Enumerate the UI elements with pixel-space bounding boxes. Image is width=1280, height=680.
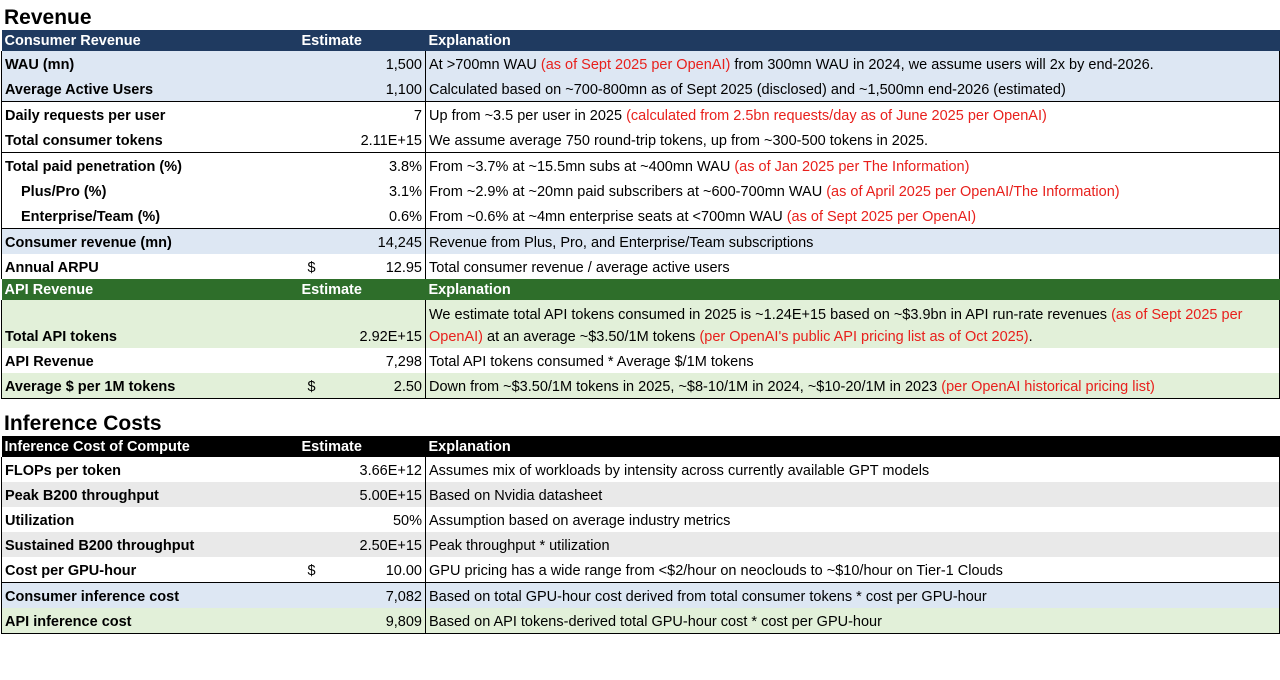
table-row: Total paid penetration (%) 3.8% From ~3.… (1, 152, 1280, 178)
row-value: $2.50 (298, 373, 426, 399)
table-row: Consumer inference cost 7,082 Based on t… (1, 582, 1280, 608)
table-row: Average Active Users 1,100 Calculated ba… (1, 76, 1280, 102)
row-explanation: Based on Nvidia datasheet (425, 482, 1280, 507)
row-explanation: Assumes mix of workloads by intensity ac… (425, 457, 1280, 482)
row-label: WAU (mn) (1, 51, 299, 76)
row-value: 7 (298, 101, 426, 127)
revenue-table: Consumer Revenue Estimate Explanation WA… (1, 30, 1280, 399)
revenue-section-title: Revenue (4, 6, 92, 29)
row-explanation: Total consumer revenue / average active … (425, 254, 1280, 279)
row-label: Enterprise/Team (%) (1, 203, 299, 229)
table-row: Cost per GPU-hour $10.00 GPU pricing has… (1, 557, 1280, 583)
row-value: 3.8% (298, 152, 426, 178)
row-value: 2.50E+15 (298, 532, 426, 557)
table-row: Sustained B200 throughput 2.50E+15 Peak … (1, 532, 1280, 557)
table-row: Total consumer tokens 2.11E+15 We assume… (1, 127, 1280, 153)
header-label: Inference Cost of Compute (1, 436, 299, 457)
row-explanation: Based on API tokens-derived total GPU-ho… (425, 608, 1280, 634)
row-value: 0.6% (388, 209, 422, 225)
api-revenue-header-row: API Revenue Estimate Explanation (1, 279, 1280, 300)
row-explanation: Up from ~3.5 per user in 2025 (calculate… (425, 101, 1280, 127)
table-row: Total API tokens 2.92E+15 We estimate to… (1, 300, 1280, 348)
table-row: Annual ARPU $12.95 Total consumer revenu… (1, 254, 1280, 279)
header-label: Consumer Revenue (1, 30, 299, 51)
row-explanation: Peak throughput * utilization (425, 532, 1280, 557)
table-row: Average $ per 1M tokens $2.50 Down from … (1, 373, 1280, 399)
table-row: FLOPs per token 3.66E+12 Assumes mix of … (1, 457, 1280, 482)
row-explanation: Assumption based on average industry met… (425, 507, 1280, 532)
row-value: 3.1% (388, 184, 422, 200)
header-label: API Revenue (1, 279, 299, 300)
row-explanation: From ~3.7% at ~15.5mn subs at ~400mn WAU… (425, 152, 1280, 178)
row-value: 7,298 (385, 354, 422, 370)
header-explanation: Explanation (425, 436, 1280, 457)
header-explanation: Explanation (425, 30, 1280, 51)
row-explanation: Down from ~$3.50/1M tokens in 2025, ~$8-… (425, 373, 1280, 399)
row-label: API Revenue (1, 348, 299, 373)
row-value: 1,500 (298, 51, 426, 76)
table-row: Utilization 50% Assumption based on aver… (1, 507, 1280, 532)
row-explanation: Calculated based on ~700-800mn as of Sep… (425, 76, 1280, 102)
row-label: Total paid penetration (%) (1, 152, 299, 178)
row-value: 5.00E+15 (298, 482, 426, 507)
row-value: $10.00 (307, 563, 423, 579)
row-label: API inference cost (1, 608, 299, 634)
row-value: 14,245 (298, 228, 426, 254)
row-value: 2.92E+15 (298, 300, 426, 348)
row-label: Annual ARPU (1, 254, 299, 279)
table-row: Consumer revenue (mn) 14,245 Revenue fro… (1, 228, 1280, 254)
header-estimate: Estimate (298, 436, 426, 457)
row-label: Total consumer tokens (1, 127, 299, 153)
row-label: Peak B200 throughput (1, 482, 299, 507)
row-value: 2.11E+15 (360, 133, 422, 149)
header-estimate: Estimate (298, 279, 426, 300)
row-label: Utilization (1, 507, 299, 532)
table-row: Peak B200 throughput 5.00E+15 Based on N… (1, 482, 1280, 507)
row-explanation: GPU pricing has a wide range from <$2/ho… (425, 557, 1280, 583)
row-label: Consumer revenue (mn) (1, 228, 299, 254)
table-row: API inference cost 9,809 Based on API to… (1, 608, 1280, 634)
inference-section-title: Inference Costs (4, 412, 162, 435)
row-explanation: We estimate total API tokens consumed in… (425, 300, 1280, 348)
row-explanation: From ~0.6% at ~4mn enterprise seats at <… (425, 203, 1280, 229)
row-value: $12.95 (307, 260, 423, 276)
row-value: 3.66E+12 (359, 463, 423, 479)
row-explanation: From ~2.9% at ~20mn paid subscribers at … (425, 178, 1280, 203)
row-label: Cost per GPU-hour (1, 557, 299, 583)
row-explanation: Total API tokens consumed * Average $/1M… (425, 348, 1280, 373)
table-row: API Revenue 7,298 Total API tokens consu… (1, 348, 1280, 373)
inference-table: Inference Cost of Compute Estimate Expla… (1, 436, 1280, 634)
row-value: 50% (392, 513, 422, 529)
row-explanation: Based on total GPU-hour cost derived fro… (425, 582, 1280, 608)
table-row: Plus/Pro (%) 3.1% From ~2.9% at ~20mn pa… (1, 178, 1280, 203)
table-row: Daily requests per user 7 Up from ~3.5 p… (1, 101, 1280, 127)
table-row: WAU (mn) 1,500 At >700mn WAU (as of Sept… (1, 51, 1280, 76)
consumer-revenue-header-row: Consumer Revenue Estimate Explanation (1, 30, 1280, 51)
row-value: 1,100 (298, 76, 426, 102)
table-row: Enterprise/Team (%) 0.6% From ~0.6% at ~… (1, 203, 1280, 229)
row-label: Sustained B200 throughput (1, 532, 299, 557)
header-explanation: Explanation (425, 279, 1280, 300)
row-explanation: At >700mn WAU (as of Sept 2025 per OpenA… (425, 51, 1280, 76)
row-label: Consumer inference cost (1, 582, 299, 608)
row-label: FLOPs per token (1, 457, 299, 482)
row-explanation: Revenue from Plus, Pro, and Enterprise/T… (425, 228, 1280, 254)
row-label: Daily requests per user (1, 101, 299, 127)
header-estimate: Estimate (298, 30, 426, 51)
row-label: Plus/Pro (%) (1, 178, 299, 203)
row-value: 9,809 (298, 608, 426, 634)
inference-header-row: Inference Cost of Compute Estimate Expla… (1, 436, 1280, 457)
row-label: Average Active Users (1, 76, 299, 102)
row-value: 7,082 (298, 582, 426, 608)
row-label: Average $ per 1M tokens (1, 373, 299, 399)
row-label: Total API tokens (1, 300, 299, 348)
row-explanation: We assume average 750 round-trip tokens,… (425, 127, 1280, 153)
